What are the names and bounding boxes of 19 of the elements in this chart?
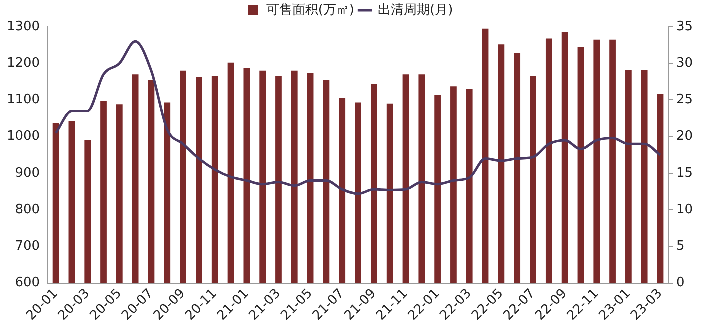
y-tick-label: 800 <box>15 202 40 218</box>
y-tick-label: 1200 <box>6 56 40 71</box>
y-tick-label: 1000 <box>6 129 40 144</box>
y-tick-label: 600 <box>15 276 40 291</box>
y2-tick-label: 15 <box>676 166 694 181</box>
legend-label: 出清周期(月) <box>378 2 454 18</box>
y-tick-label: 1100 <box>6 92 40 108</box>
y-tick-label: 700 <box>15 239 40 254</box>
y2-tick-label: 10 <box>676 202 694 218</box>
y2-tick-label: 5 <box>676 239 685 254</box>
y2-tick-label: 25 <box>676 92 694 108</box>
line-series <box>54 40 662 196</box>
y-tick-label: 900 <box>15 166 40 181</box>
y2-tick-label: 30 <box>676 56 694 71</box>
legend-label: 可售面积(万㎡) <box>266 2 355 18</box>
y-tick-label: 1300 <box>6 19 40 34</box>
y2-tick-label: 35 <box>676 19 694 34</box>
y2-tick-label: 0 <box>676 276 685 291</box>
y2-tick-label: 20 <box>676 129 694 144</box>
